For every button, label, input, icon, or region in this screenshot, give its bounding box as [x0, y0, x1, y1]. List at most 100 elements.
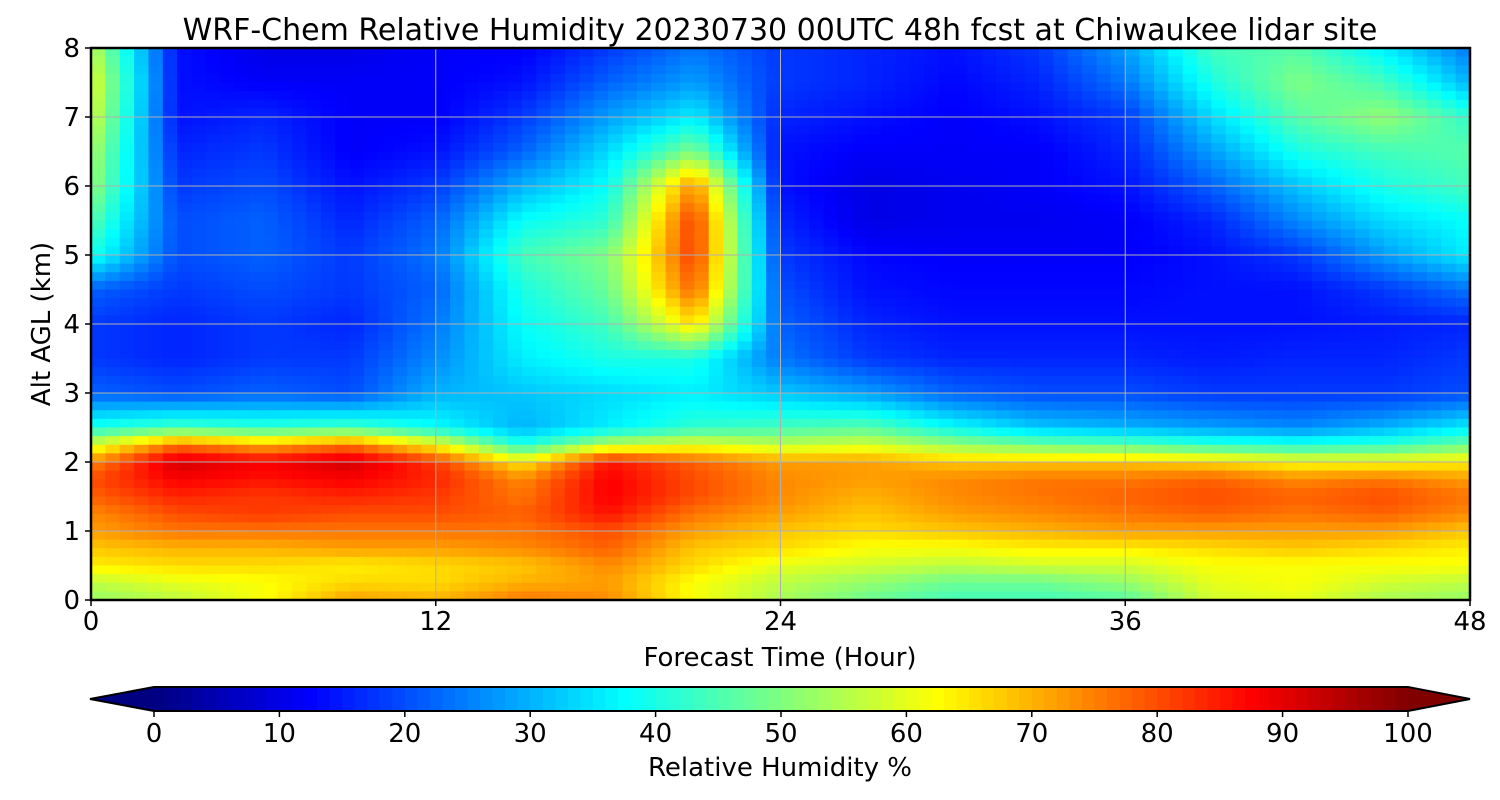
heatmap-cell — [1311, 410, 1327, 420]
heatmap-cell — [335, 375, 351, 385]
heatmap-cell — [277, 82, 293, 92]
heatmap-cell — [220, 194, 236, 204]
heatmap-cell — [234, 237, 250, 247]
heatmap-cell — [1383, 229, 1399, 239]
heatmap-cell — [981, 73, 997, 84]
heatmap-cell — [794, 427, 810, 437]
heatmap-cell — [1182, 177, 1198, 187]
heatmap-cell — [1153, 393, 1169, 403]
heatmap-cell — [1340, 255, 1356, 265]
heatmap-cell — [306, 125, 322, 135]
heatmap-cell — [737, 410, 753, 420]
heatmap-cell — [1067, 298, 1083, 308]
heatmap-cell — [1297, 117, 1313, 127]
heatmap-cell — [177, 91, 193, 101]
heatmap-cell — [1441, 160, 1457, 170]
heatmap-cell — [407, 168, 422, 178]
heatmap-cell — [579, 246, 595, 256]
heatmap-cell — [780, 125, 796, 135]
heatmap-cell — [320, 117, 336, 127]
heatmap-cell — [823, 168, 839, 178]
heatmap-cell — [191, 229, 207, 239]
heatmap-cell — [1067, 99, 1083, 109]
heatmap-cell — [249, 453, 264, 463]
heatmap-cell — [421, 479, 437, 489]
heatmap-cell — [1024, 444, 1040, 454]
heatmap-cell — [967, 324, 983, 334]
heatmap-cell — [335, 194, 351, 204]
heatmap-cell — [809, 82, 825, 92]
heatmap-cell — [1383, 186, 1399, 196]
heatmap-cell — [780, 177, 796, 187]
heatmap-cell — [1225, 462, 1241, 472]
heatmap-cell — [952, 487, 968, 498]
heatmap-cell — [521, 82, 537, 92]
heatmap-cell — [1010, 82, 1026, 92]
heatmap-cell — [1182, 401, 1198, 411]
heatmap-cell — [1398, 462, 1414, 472]
heatmap-cell — [565, 186, 580, 196]
heatmap-cell — [679, 401, 695, 411]
heatmap-cell — [651, 427, 667, 437]
heatmap-cell — [852, 393, 868, 403]
heatmap-cell — [665, 462, 681, 472]
heatmap-cell — [1369, 91, 1385, 101]
heatmap-cell — [363, 332, 379, 342]
heatmap-cell — [608, 246, 624, 256]
heatmap-cell — [1240, 341, 1256, 351]
heatmap-cell — [378, 324, 394, 334]
heatmap-cell — [1125, 255, 1141, 265]
heatmap-cell — [392, 91, 408, 101]
heatmap-cell — [837, 82, 853, 92]
heatmap-cell — [737, 444, 753, 454]
heatmap-cell — [967, 487, 983, 498]
heatmap-cell — [1053, 99, 1069, 109]
heatmap-cell — [608, 487, 624, 498]
heatmap-cell — [119, 48, 135, 58]
heatmap-cell — [636, 315, 652, 325]
heatmap-cell — [91, 470, 106, 480]
heatmap-cell — [995, 142, 1011, 153]
heatmap-cell — [91, 108, 106, 118]
heatmap-cell — [1096, 255, 1112, 265]
heatmap-cell — [450, 393, 466, 403]
heatmap-cell — [708, 280, 724, 291]
heatmap-cell — [91, 332, 106, 342]
heatmap-cell — [378, 237, 394, 247]
heatmap-cell — [1039, 48, 1055, 58]
heatmap-cell — [1426, 436, 1442, 446]
heatmap-cell — [507, 65, 523, 75]
heatmap-cell — [205, 444, 221, 454]
heatmap-cell — [1024, 479, 1040, 489]
heatmap-cell — [1283, 108, 1299, 118]
heatmap-cell — [1283, 125, 1299, 135]
heatmap-cell — [622, 73, 638, 84]
heatmap-cell — [809, 272, 825, 282]
heatmap-cell — [708, 367, 724, 377]
heatmap-cell — [392, 125, 408, 135]
heatmap-cell — [521, 168, 537, 178]
heatmap-cell — [1125, 418, 1141, 429]
heatmap-cell — [981, 56, 997, 66]
heatmap-cell — [1355, 401, 1371, 411]
heatmap-cell — [1426, 315, 1442, 325]
heatmap-cell — [1225, 186, 1241, 196]
heatmap-cell — [1039, 91, 1055, 101]
heatmap-cell — [191, 375, 207, 385]
heatmap-cell — [1182, 125, 1198, 135]
heatmap-cell — [335, 151, 351, 161]
heatmap-cell — [1455, 470, 1470, 480]
heatmap-cell — [938, 289, 954, 299]
heatmap-cell — [1096, 479, 1112, 489]
heatmap-cell — [995, 255, 1011, 265]
heatmap-cell — [493, 99, 509, 109]
heatmap-cell — [1225, 255, 1241, 265]
heatmap-cell — [1182, 142, 1198, 153]
heatmap-cell — [1139, 91, 1155, 101]
heatmap-cell — [967, 280, 983, 291]
heatmap-cell — [837, 142, 853, 153]
heatmap-cell — [1311, 272, 1327, 282]
heatmap-cell — [1153, 48, 1169, 58]
heatmap-cell — [694, 56, 710, 66]
heatmap-cell — [1383, 211, 1399, 222]
